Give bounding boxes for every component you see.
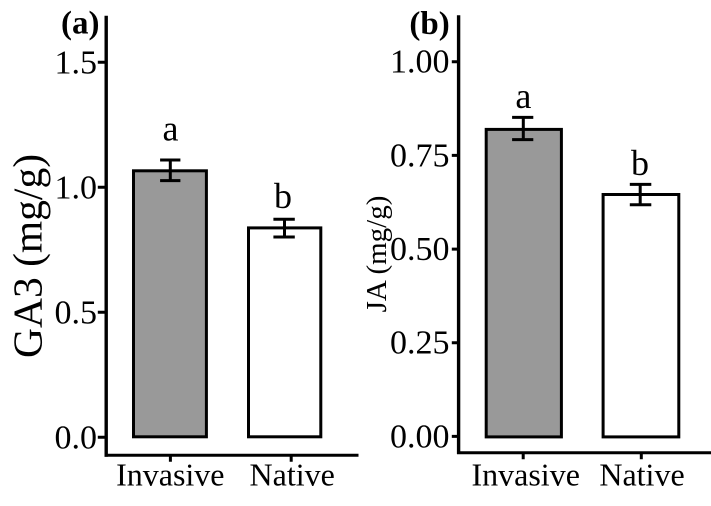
svg-text:a: a [163, 109, 179, 149]
svg-text:Native: Native [250, 457, 335, 493]
svg-text:0.5: 0.5 [55, 294, 98, 331]
svg-text:b: b [274, 176, 292, 216]
svg-text:b: b [631, 143, 649, 183]
svg-text:a: a [515, 76, 531, 116]
svg-text:Invasive: Invasive [471, 457, 579, 493]
svg-text:1.00: 1.00 [390, 44, 450, 81]
svg-text:0.25: 0.25 [390, 325, 450, 362]
svg-text:0.0: 0.0 [55, 419, 98, 456]
svg-text:Invasive: Invasive [116, 457, 224, 493]
svg-text:0.75: 0.75 [390, 137, 450, 174]
svg-text:Native: Native [599, 457, 684, 493]
svg-text:(a): (a) [61, 6, 99, 42]
svg-text:0.50: 0.50 [390, 231, 450, 268]
svg-text:GA3 (mg/g): GA3 (mg/g) [5, 154, 52, 358]
svg-text:(b): (b) [409, 6, 449, 42]
svg-text:1.0: 1.0 [55, 169, 98, 206]
svg-text:0.00: 0.00 [390, 418, 450, 455]
svg-text:1.5: 1.5 [55, 44, 98, 81]
svg-text:JA (mg/g): JA (mg/g) [361, 196, 393, 313]
